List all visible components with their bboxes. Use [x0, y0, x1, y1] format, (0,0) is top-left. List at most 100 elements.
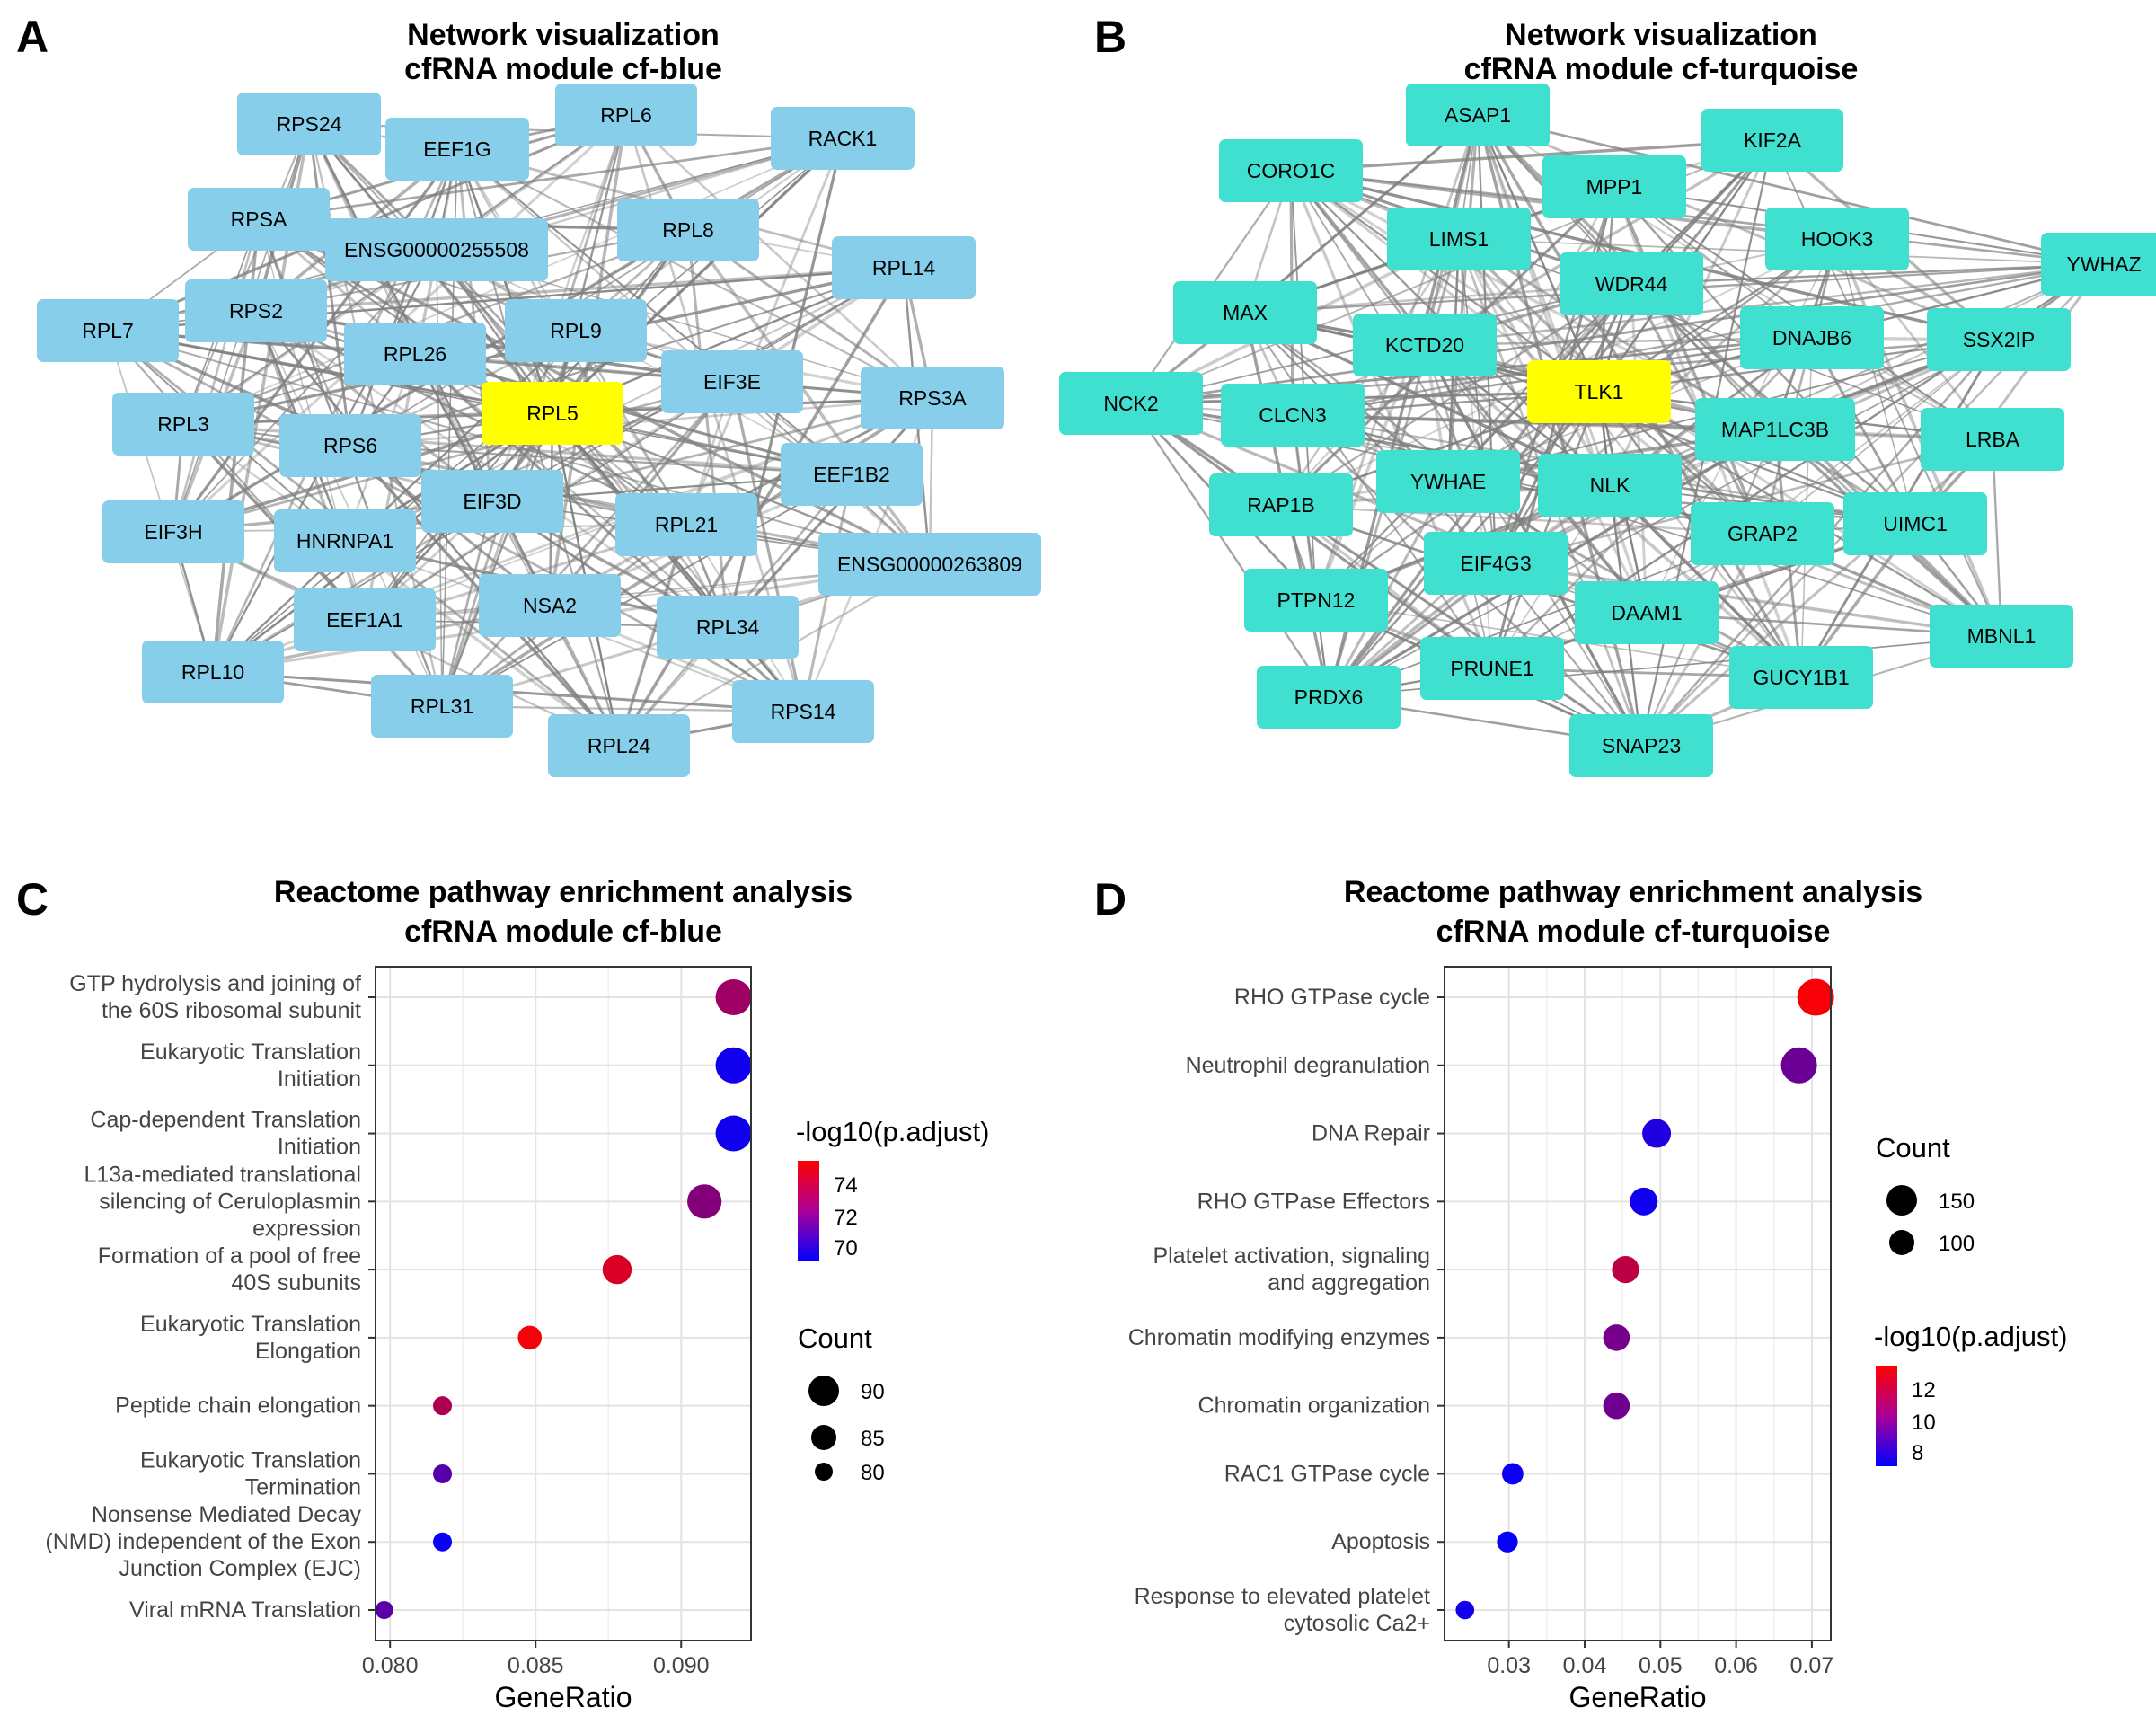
node-rpl7: RPL7 — [37, 299, 179, 362]
node-box — [185, 279, 327, 342]
x-tick-label: 0.080 — [362, 1653, 419, 1678]
node-rpl6: RPL6 — [555, 84, 697, 146]
node-label: PRDX6 — [1294, 686, 1364, 709]
y-tick-label: Initiation — [278, 1135, 361, 1160]
legend-c-size-dot-1 — [808, 1376, 839, 1406]
network-edge — [255, 266, 905, 313]
node-label: RPL9 — [550, 319, 602, 342]
panel-a: A Network visualization cfRNA module cf-… — [16, 12, 1041, 777]
plot-border — [1444, 966, 1832, 1641]
node-eif3d: EIF3D — [421, 470, 563, 533]
node-asap1: ASAP1 — [1406, 84, 1550, 146]
node-box — [1538, 454, 1682, 517]
network-edge — [349, 444, 853, 476]
node-eif3h: EIF3H — [102, 500, 244, 563]
node-box — [279, 414, 421, 477]
node-box — [1740, 306, 1884, 369]
node-box — [657, 596, 799, 659]
legend-c-color-tick-3: 70 — [834, 1236, 858, 1261]
node-coro1c: CORO1C — [1219, 139, 1363, 202]
node-label: GRAP2 — [1727, 522, 1798, 545]
node-rps3a: RPS3A — [861, 367, 1004, 429]
panel-letter-d: D — [1094, 874, 1127, 924]
node-box — [1921, 408, 2064, 471]
node-box — [555, 84, 697, 146]
y-tick-label: cytosolic Ca2+ — [1284, 1611, 1430, 1636]
node-label: EIF4G3 — [1460, 552, 1531, 575]
node-lims1: LIMS1 — [1387, 208, 1531, 270]
x-tick-label: 0.03 — [1487, 1653, 1531, 1678]
node-box — [112, 393, 254, 456]
y-tick-label: L13a-mediated translational — [84, 1162, 361, 1187]
y-tick-label: silencing of Ceruloplasmin — [99, 1189, 361, 1214]
node-label: RPS2 — [229, 299, 283, 323]
node-label: RPL5 — [526, 402, 579, 425]
node-rpsa: RPSA — [188, 188, 330, 251]
node-label: RPL21 — [655, 513, 718, 536]
network-edge — [172, 218, 261, 533]
y-tick-label: GTP hydrolysis and joining of — [69, 971, 361, 996]
node-label: PTPN12 — [1277, 588, 1356, 612]
y-tick-label: Junction Complex (EJC) — [119, 1556, 361, 1581]
y-tick-label: Response to elevated platelet — [1135, 1584, 1430, 1609]
panel-d: D Reactome pathway enrichment analysis c… — [1094, 874, 2067, 1713]
node-label: ENSG00000255508 — [344, 238, 529, 261]
node-rap1b: RAP1B — [1209, 473, 1353, 536]
node-box — [1059, 372, 1203, 435]
panel-d-title-line2: cfRNA module cf-turquoise — [1436, 915, 1831, 949]
node-label: RAP1B — [1247, 493, 1314, 517]
legend-d-color-tick-3: 8 — [1912, 1441, 1923, 1465]
x-tick-label: 0.06 — [1714, 1653, 1758, 1678]
node-box — [1387, 208, 1531, 270]
network-edge — [1640, 438, 1993, 748]
data-point — [433, 1464, 453, 1483]
network-edge — [1290, 138, 1773, 172]
node-box — [771, 107, 915, 170]
y-tick-label: Nonsense Mediated Decay — [92, 1502, 362, 1527]
network-edge — [1476, 114, 1601, 393]
node-label: EIF3E — [703, 370, 761, 394]
plot-border — [375, 966, 752, 1641]
y-tick-label: Cap-dependent Translation — [90, 1108, 361, 1133]
network-edge — [1424, 138, 1773, 347]
network-edge — [1598, 391, 1642, 747]
network-edge — [1130, 390, 1600, 405]
network-edge — [1447, 480, 1802, 679]
node-box — [344, 323, 486, 385]
node-box — [1209, 473, 1353, 536]
node-hook3: HOOK3 — [1765, 208, 1909, 270]
node-label: CORO1C — [1247, 159, 1335, 182]
network-edge — [1327, 481, 1450, 698]
node-snap23: SNAP23 — [1569, 714, 1713, 777]
panel-c-title-line1: Reactome pathway enrichment analysis — [274, 875, 853, 909]
node-label: EEF1B2 — [813, 463, 890, 486]
y-tick-label: 40S subunits — [231, 1270, 361, 1296]
panel-letter-b: B — [1094, 12, 1127, 62]
y-tick-label: Neutrophil degranulation — [1186, 1053, 1430, 1078]
network-edge — [414, 353, 729, 628]
network-edge — [1477, 113, 2105, 266]
node-lrba: LRBA — [1921, 408, 2064, 471]
network-edge — [1244, 312, 1497, 564]
node-clcn3: CLCN3 — [1221, 384, 1365, 447]
network-edge — [1630, 283, 1648, 614]
legend-c-size-tick-3: 80 — [861, 1461, 885, 1485]
node-box — [832, 236, 976, 299]
node-box — [1691, 502, 1834, 565]
node-label: WDR44 — [1595, 272, 1668, 296]
y-tick-label: and aggregation — [1268, 1270, 1430, 1296]
network-edge — [1292, 413, 1993, 441]
x-tick-label: 0.05 — [1639, 1653, 1683, 1678]
network-edge — [491, 500, 804, 713]
node-label: KCTD20 — [1385, 333, 1464, 357]
network-edge — [1424, 343, 1916, 526]
legend-c-size-title: Count — [798, 1322, 872, 1354]
network-edge — [617, 267, 906, 747]
network-edge — [436, 249, 853, 475]
legend-d-size-title: Count — [1876, 1132, 1950, 1163]
node-grap2: GRAP2 — [1691, 502, 1834, 565]
node-kif2a: KIF2A — [1701, 109, 1843, 172]
network-edge — [1424, 262, 2105, 347]
network-edge — [172, 249, 437, 533]
